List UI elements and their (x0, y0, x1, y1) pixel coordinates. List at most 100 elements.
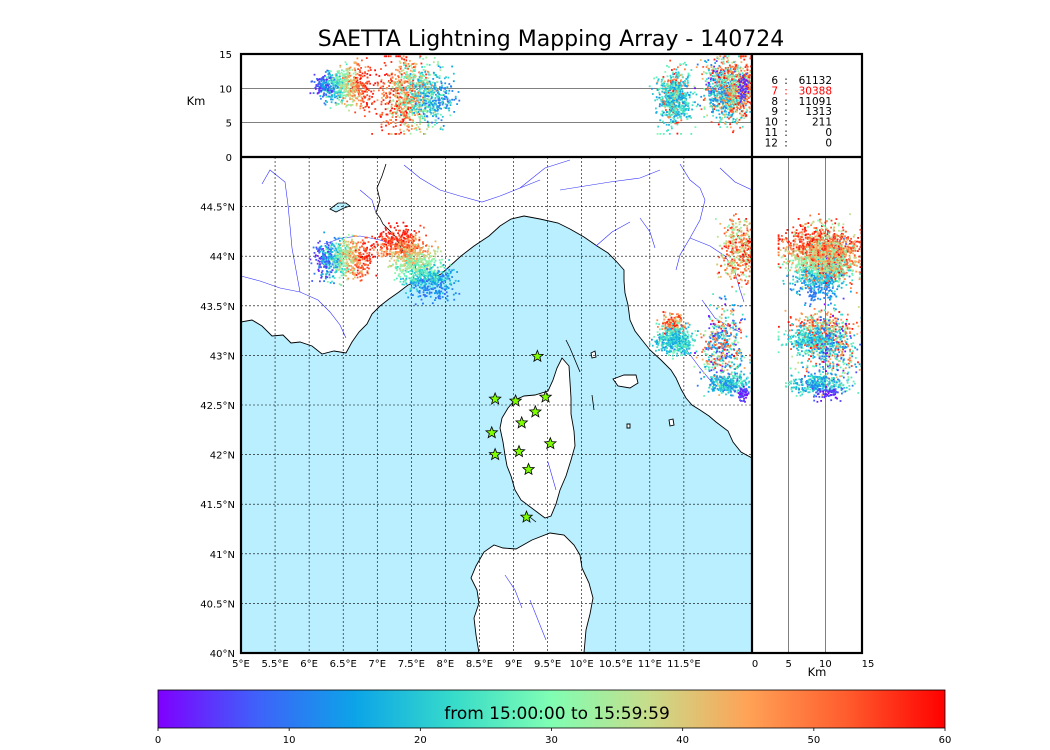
lat-tick-label: 43.5°N (200, 302, 235, 313)
lightning-source-map (437, 275, 440, 278)
map-panel: 5°E 5.5°E 6°E 6.5°E 7°E 7.5°E 8°E 8.5°E 9°E 9.5°E… (200, 157, 752, 670)
lightning-source-map (399, 269, 402, 271)
lightning-source-map (714, 385, 717, 388)
lightning-source-lon-alt (313, 73, 316, 76)
lightning-source-lon-alt (335, 95, 338, 98)
lightning-source-map (443, 285, 446, 288)
lightning-source-lon-alt (345, 89, 348, 92)
lightning-source-lon-alt (439, 94, 442, 96)
lightning-source-map (739, 259, 741, 261)
lightning-source-map (738, 235, 740, 238)
lightning-source-map (418, 247, 421, 250)
lightning-source-map (426, 279, 429, 281)
lightning-source-lon-alt (343, 89, 346, 91)
lightning-source-map (436, 285, 439, 288)
lightning-source-map (736, 250, 738, 253)
lightning-source-lon-alt (415, 127, 417, 129)
lightning-source-map (359, 241, 362, 244)
lightning-source-map (678, 330, 680, 333)
lightning-source-map (341, 237, 344, 240)
lightning-source-map (733, 304, 736, 306)
lightning-source-map (726, 253, 728, 256)
lightning-source-lon-alt (414, 68, 417, 71)
lightning-source-map (715, 371, 718, 374)
lightning-source-map (683, 325, 686, 328)
lightning-source-map (731, 353, 733, 356)
lightning-source-map (678, 328, 680, 330)
lightning-source-map (702, 348, 705, 351)
lightning-source-map (384, 237, 386, 240)
lightning-source-map (722, 256, 724, 259)
lightning-source-map (736, 357, 738, 359)
lightning-source-map (403, 246, 406, 249)
lightning-source-lon-alt (361, 100, 364, 103)
lightning-source-lon-alt (390, 61, 393, 63)
lightning-source-map (740, 319, 742, 322)
lightning-source-map (320, 271, 323, 274)
lightning-source-map (335, 254, 338, 257)
lightning-source-map (747, 391, 750, 394)
lightning-source-lon-alt (347, 87, 350, 90)
lightning-source-map (336, 263, 339, 266)
lightning-source-map (743, 237, 745, 240)
lightning-source-lon-alt (328, 76, 330, 78)
lightning-source-map (740, 359, 743, 362)
lightning-source-lon-alt (355, 97, 357, 99)
lightning-source-map (415, 245, 418, 248)
lightning-source-map (743, 356, 746, 359)
lightning-source-map (410, 286, 413, 289)
lightning-source-map (391, 231, 393, 234)
lightning-source-map (426, 287, 429, 290)
lightning-source-map (734, 385, 736, 388)
lightning-source-map (727, 229, 729, 232)
lightning-source-lon-alt (326, 76, 329, 79)
lightning-source-map (721, 331, 723, 334)
lightning-source-map (741, 355, 744, 358)
lightning-source-map (417, 251, 420, 254)
lightning-source-map (391, 254, 394, 257)
lightning-source-map (369, 262, 371, 264)
lightning-source-lon-alt (338, 70, 340, 72)
lightning-source-map (445, 284, 447, 287)
lightning-source-map (737, 349, 740, 352)
lightning-source-map (669, 326, 672, 329)
lightning-source-lon-alt (385, 120, 388, 122)
lightning-source-map (331, 269, 334, 272)
lightning-source-map (670, 350, 673, 353)
lightning-source-lon-alt (363, 83, 366, 86)
lightning-source-map (736, 233, 738, 236)
lightning-source-map (748, 240, 751, 243)
lightning-source-map (676, 320, 679, 323)
lightning-source-map (742, 232, 745, 235)
lightning-source-lon-alt (333, 92, 336, 95)
lightning-source-map (705, 340, 707, 343)
lightning-source-lon-alt (399, 103, 402, 106)
lightning-source-map (738, 241, 740, 244)
lightning-source-map (390, 257, 393, 260)
lightning-source-map (676, 331, 679, 334)
lightning-source-map (720, 313, 723, 316)
lightning-source-map (733, 382, 736, 385)
lightning-source-map (403, 250, 406, 253)
lightning-source-map (734, 244, 737, 247)
lightning-source-lon-alt (320, 82, 323, 85)
lightning-source-map (684, 346, 686, 348)
lightning-source-map (726, 352, 728, 355)
lightning-source-lon-alt (321, 89, 324, 92)
lightning-source-map (716, 357, 719, 360)
lightning-source-map (378, 236, 381, 238)
top-lightning-points (309, 55, 752, 135)
lightning-source-map (712, 363, 714, 366)
lightning-source-map (330, 247, 333, 249)
lightning-source-map (743, 390, 746, 393)
lightning-source-lon-alt (414, 100, 417, 103)
lightning-source-map (748, 380, 751, 383)
lightning-source-map (718, 347, 721, 349)
lightning-source-map (407, 264, 409, 267)
lightning-source-lon-alt (331, 95, 334, 98)
lightning-source-lon-alt (397, 114, 399, 117)
lightning-source-lon-alt (414, 114, 416, 116)
lightning-source-map (439, 292, 441, 295)
lightning-source-map (668, 351, 671, 353)
lightning-source-map (409, 273, 412, 275)
